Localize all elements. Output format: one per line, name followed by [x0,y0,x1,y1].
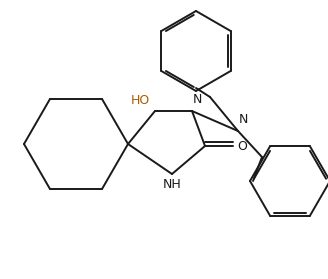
Text: N: N [239,113,248,126]
Text: NH: NH [163,178,181,191]
Text: O: O [237,140,247,153]
Text: HO: HO [131,95,150,107]
Text: N: N [193,93,202,106]
